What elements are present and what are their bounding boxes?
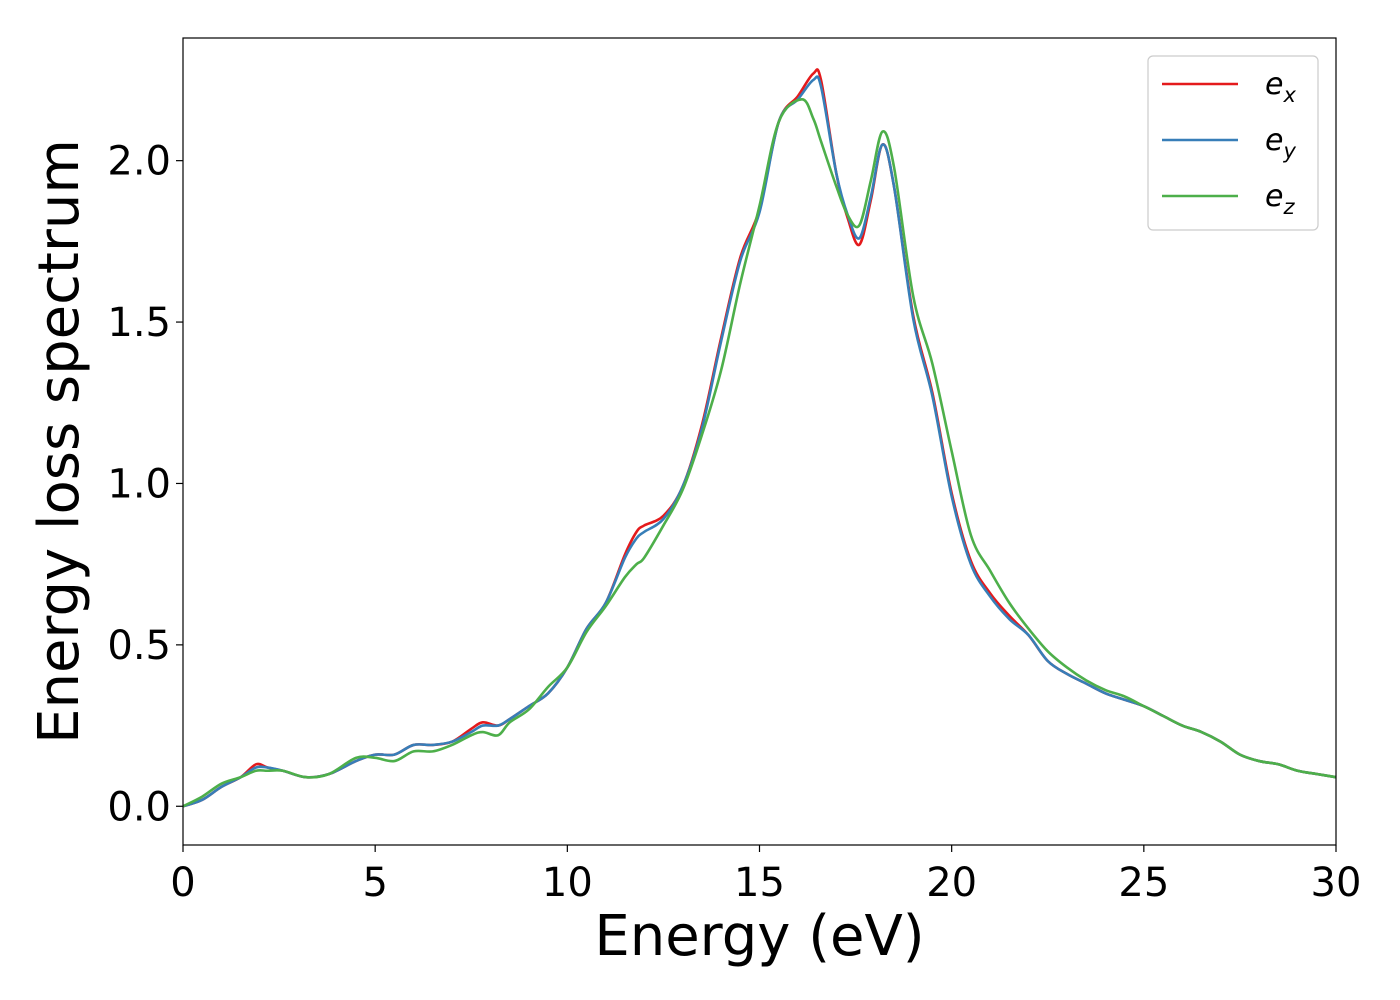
legend-label-subscript: x	[1282, 83, 1296, 107]
y-tick-label: 1.0	[107, 461, 171, 507]
y-tick-label: 0.5	[107, 623, 171, 669]
legend-label-main: e	[1265, 179, 1283, 214]
x-axis-title: Energy (eV)	[594, 904, 924, 969]
legend-label-ex: ex	[1265, 67, 1296, 107]
x-tick-label: 10	[542, 860, 593, 906]
series-layer	[182, 68, 1337, 808]
x-tick-label: 5	[362, 860, 387, 906]
series-line-ez	[182, 98, 1337, 808]
y-tick-label: 0.0	[107, 784, 171, 830]
y-axis-title: Energy loss spectrum	[27, 139, 92, 744]
x-tick-label: 25	[1118, 860, 1169, 906]
legend-label-main: e	[1265, 123, 1283, 158]
legend-label-ez: ez	[1265, 179, 1295, 219]
x-tick-label: 15	[734, 860, 785, 906]
ticks-layer: 0 5 10 15 20 25 30 0.0 0.5 1.0 1.5 2.0	[107, 139, 1361, 906]
legend-label-subscript: y	[1282, 139, 1296, 163]
x-tick-label: 20	[926, 860, 977, 906]
legend-label-ey: ey	[1265, 123, 1296, 163]
x-tick-label: 30	[1311, 860, 1362, 906]
y-tick-label: 2.0	[107, 139, 171, 185]
legend-label-main: e	[1265, 67, 1283, 102]
y-tick-label: 1.5	[107, 300, 171, 346]
legend-label-subscript: z	[1282, 195, 1295, 219]
legend-box	[1147, 55, 1319, 231]
x-tick-label: 0	[170, 860, 195, 906]
